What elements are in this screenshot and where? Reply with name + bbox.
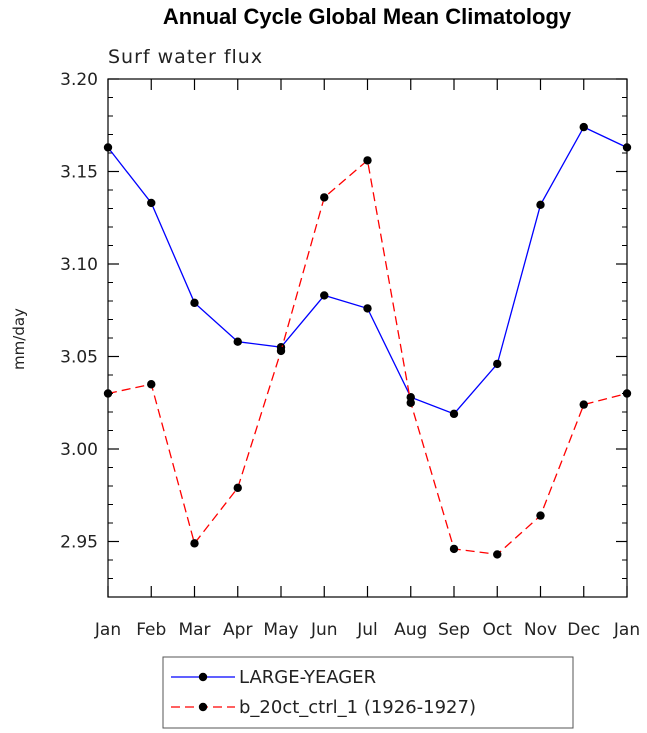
series-2-point	[363, 156, 372, 165]
x-tick-label: Aug	[394, 620, 427, 640]
x-tick-label: Apr	[223, 620, 252, 640]
y-tick-label: 3.20	[60, 70, 98, 90]
series-2-point	[449, 544, 459, 554]
x-tick-label: Jun	[310, 620, 338, 640]
series-1-point	[536, 200, 545, 209]
y-axis-label: mm/day	[10, 308, 28, 370]
x-tick-label: May	[263, 620, 298, 640]
series-1-point	[493, 359, 502, 369]
y-tick-label: 2.95	[60, 533, 98, 553]
plot-area: 2.95 3.00 3.05 3.10 3.15 3.20 Jan Feb Mar Apr May J…	[60, 70, 640, 640]
series-2-point	[276, 346, 286, 356]
x-tick-label: Oct	[483, 620, 513, 640]
series-1-point	[579, 122, 588, 132]
x-tick-label: Jul	[356, 620, 378, 640]
series-2-point	[622, 389, 632, 398]
legend: LARGE-YEAGER b_20ct_ctrl_1 (1926-1927)	[162, 656, 574, 729]
series-2-point	[579, 400, 588, 409]
y-tick-label: 3.00	[60, 440, 98, 460]
series-2-point	[147, 380, 156, 389]
series-1-point	[622, 143, 632, 152]
legend-box	[162, 656, 574, 729]
series-line-2	[107, 159, 628, 556]
series-2-point	[320, 193, 329, 202]
series-2-point	[103, 389, 113, 398]
x-tick-label: Sep	[438, 620, 470, 640]
x-tick-label: Nov	[524, 620, 557, 640]
y-tick-label: 3.10	[60, 255, 98, 275]
x-tick-label: Jan	[613, 620, 640, 640]
series-2-point	[190, 539, 199, 548]
legend-label-1: LARGE-YEAGER	[239, 667, 376, 688]
series-1-point	[147, 198, 156, 208]
x-tick-label: Mar	[178, 620, 210, 640]
x-tick-label: Jan	[94, 620, 121, 640]
series-1-point	[363, 304, 372, 313]
series-2-point	[406, 398, 415, 407]
legend-marker-1	[198, 672, 208, 682]
series-1-point	[103, 143, 113, 152]
series-1-point	[233, 337, 242, 346]
series-1-point	[320, 291, 329, 300]
chart-title: Annual Cycle Global Mean Climatology	[163, 4, 572, 29]
y-tick-label: 3.05	[60, 348, 98, 368]
series-2-point	[233, 483, 242, 493]
y-tick-label: 3.15	[60, 163, 98, 183]
legend-marker-2	[198, 702, 208, 712]
chart-subtitle: Surf water flux	[108, 46, 263, 68]
series-2-point	[493, 550, 502, 559]
legend-label-2: b_20ct_ctrl_1 (1926-1927)	[239, 697, 476, 718]
series-line-1	[107, 126, 628, 415]
series-1-point	[190, 298, 199, 308]
x-tick-label: Dec	[567, 620, 600, 640]
series-2-point	[536, 511, 545, 520]
series-1-point	[449, 409, 459, 419]
x-tick-label: Feb	[136, 620, 166, 640]
